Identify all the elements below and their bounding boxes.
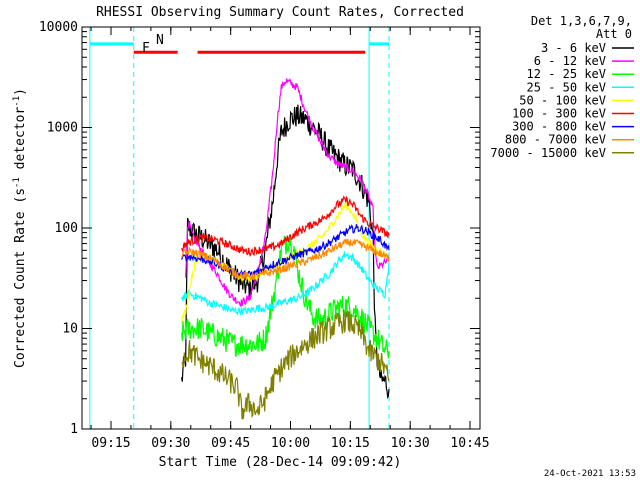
plot-area bbox=[89, 27, 390, 429]
x-tick-label-6: 10:45 bbox=[450, 436, 489, 451]
x-axis-label: Start Time (28-Dec-14 09:09:42) bbox=[159, 455, 402, 470]
legend-label-0: 3 - 6 keV bbox=[541, 41, 606, 55]
x-tick-label-2: 09:45 bbox=[211, 436, 250, 451]
x-tick-label-5: 10:30 bbox=[391, 436, 430, 451]
x-tick-label-3: 10:00 bbox=[271, 436, 310, 451]
y-tick-label-1: 10 bbox=[62, 322, 78, 337]
series-line-2 bbox=[181, 234, 390, 359]
night-flag-label: N bbox=[156, 33, 164, 48]
flare-flag-label: F bbox=[142, 41, 150, 56]
legend-label-2: 12 - 25 keV bbox=[527, 67, 606, 81]
legend-label-7: 800 - 7000 keV bbox=[505, 133, 606, 147]
y-tick-label-2: 100 bbox=[55, 221, 78, 236]
series-group bbox=[89, 27, 390, 429]
timestamp: 24-Oct-2021 13:53 bbox=[544, 469, 636, 479]
chart-title: RHESSI Observing Summary Count Rates, Co… bbox=[96, 5, 464, 20]
x-tick-label-4: 10:15 bbox=[331, 436, 370, 451]
series-line-1 bbox=[185, 77, 390, 308]
series-line-3 bbox=[181, 251, 390, 316]
x-tick-label-0: 09:15 bbox=[91, 436, 130, 451]
legend-label-5: 100 - 300 keV bbox=[512, 107, 606, 121]
series-line-7 bbox=[181, 238, 390, 281]
legend-header-line1: Det 1,3,6,7,9, bbox=[531, 14, 632, 28]
y-axis-label: Corrected Count Rate (s-1 detector-1) bbox=[12, 88, 28, 368]
y-tick-label-4: 10000 bbox=[39, 20, 78, 35]
y-tick-label-3: 1000 bbox=[47, 121, 78, 136]
y-tick-label-0: 1 bbox=[70, 422, 78, 437]
y-axis: 1 10 100 1000 10000 bbox=[39, 20, 480, 437]
series-line-5 bbox=[181, 195, 390, 258]
x-tick-label-1: 09:30 bbox=[151, 436, 190, 451]
legend-header-line2: Att 0 bbox=[596, 27, 632, 41]
legend-label-1: 6 - 12 keV bbox=[534, 54, 606, 68]
legend-label-8: 7000 - 15000 keV bbox=[490, 146, 606, 160]
series-line-0 bbox=[181, 104, 390, 400]
legend-label-3: 25 - 50 keV bbox=[527, 80, 606, 94]
legend-label-4: 50 - 100 keV bbox=[519, 93, 606, 107]
series-line-8 bbox=[181, 309, 390, 420]
x-axis: 09:15 09:30 09:45 10:00 10:15 10:30 10:45 bbox=[90, 27, 490, 451]
legend-label-6: 300 - 800 keV bbox=[512, 120, 606, 134]
series-line-6 bbox=[181, 224, 390, 282]
